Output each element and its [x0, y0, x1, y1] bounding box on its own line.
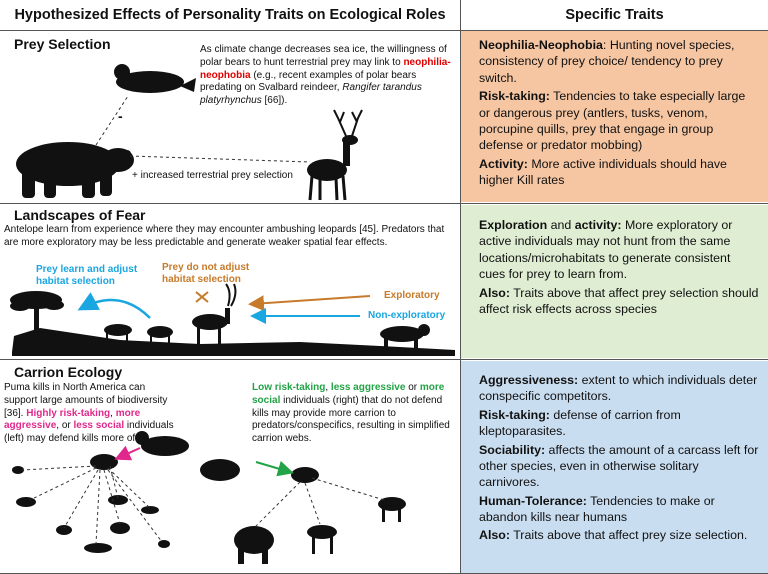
- terrestrial-prey-label: + increased terrestrial prey selection: [132, 170, 293, 181]
- trait-also: Also:: [479, 285, 510, 300]
- bear-seal-link: [95, 95, 129, 146]
- trait-aggressiveness: Aggressiveness:: [479, 373, 579, 387]
- trait-aggressiveness-desc: extent to which individuals deter conspe…: [479, 373, 758, 404]
- exploratory-arrow: [248, 295, 371, 312]
- right-column-title: Specific Traits: [565, 7, 664, 23]
- carrion-right-text: Low risk-taking, less aggressive or more…: [252, 382, 458, 446]
- trait-activity-desc: More active individuals should have high…: [479, 156, 727, 187]
- bear-reindeer-link: [129, 155, 311, 163]
- prey-traits-panel: [461, 30, 768, 202]
- trait-exploration-desc: More exploratory or active individuals m…: [479, 218, 733, 282]
- carrion-trait-5: Also: Traits above that affect prey size…: [479, 527, 759, 543]
- trait-activity: Activity:: [479, 156, 528, 171]
- fear-trait-1: Exploration and activity: More explorato…: [479, 217, 759, 283]
- trait-human-tolerance-desc: Tendencies to make or abandon kills near…: [479, 493, 715, 524]
- polar-bear-silhouette: [16, 142, 134, 198]
- left-column-title: Hypothesized Effects of Personality Trai…: [14, 7, 446, 23]
- carrion-trait-4: Human-Tolerance: Tendencies to make or a…: [479, 493, 759, 526]
- trait-carrion-risk-desc: defense of carrion from kleptoparasites.: [479, 407, 681, 439]
- prey-trait-2: Risk-taking: Tendencies to take especial…: [479, 88, 759, 154]
- prey-traits: Neophilia-Neophobia: Hunting novel speci…: [461, 31, 767, 190]
- carrion-left-text: Puma kills in North America can support …: [4, 382, 176, 446]
- trait-human-tolerance: Human-Tolerance:: [479, 493, 587, 508]
- trait-neophilia-sep: :: [602, 38, 607, 52]
- green-arrow: [255, 460, 294, 477]
- header-divider: [0, 30, 768, 31]
- fear-trait-2: Also: Traits above that affect prey sele…: [479, 285, 759, 318]
- carrion-pink-2: more aggressive: [4, 407, 141, 432]
- carrion-text-2: individuals (left) may defend kills more…: [4, 420, 174, 445]
- trait-risk-taking-desc: Tendencies to take especially large or d…: [479, 89, 746, 153]
- carrion-traits: Aggressiveness: extent to which individu…: [461, 366, 767, 546]
- carrion-pink-1: Highly risk-taking: [26, 407, 111, 419]
- trait-sociability: Sociability:: [479, 442, 546, 457]
- savanna-silhouette: [10, 283, 455, 356]
- trait-also-desc: Traits above that affect prey selection …: [479, 285, 759, 316]
- prey-trait-1: Neophilia-Neophobia: Hunting novel speci…: [479, 37, 759, 86]
- carrion-comma-2: ,: [325, 382, 329, 393]
- prey-text-3: [66]).: [264, 95, 288, 107]
- learn-arrow: [77, 292, 151, 319]
- prey-species: Rangifer tarandus platyrhynchus: [200, 82, 422, 107]
- carrion-silhouettes: [12, 431, 406, 564]
- prey-term: neophilia-neophobia: [200, 56, 451, 81]
- prey-text-2: (e.g., recent examples of polar bears pr…: [200, 69, 417, 94]
- illustration-layer: [10, 64, 455, 564]
- seal-minus: -: [118, 108, 123, 124]
- carrion-web-links: [21, 465, 385, 545]
- carrion-title: Carrion Ecology: [14, 364, 123, 380]
- reindeer-silhouette: [307, 109, 363, 201]
- learn-label: Prey learn and adjust habitat selection: [36, 264, 138, 287]
- carrion-green-1: Low risk-taking: [252, 382, 326, 393]
- trait-carrion-also-desc: Traits above that affect prey size selec…: [509, 528, 748, 543]
- carrion-comma-1: ,: [110, 407, 113, 419]
- prey-description: As climate change decreases sea ice, the…: [200, 44, 458, 108]
- trait-carrion-risk: Risk-taking:: [479, 407, 550, 422]
- not-adjust-label: Prey do not adjust habitat selection: [162, 262, 250, 285]
- trait-neophilia: Neophilia-Neophobia: [479, 38, 603, 52]
- carrion-text-1: Puma kills in North America can support …: [4, 382, 168, 419]
- carrion-trait-1: Aggressiveness: extent to which individu…: [479, 372, 759, 405]
- fear-traits: Exploration and activity: More explorato…: [461, 211, 767, 319]
- trait-exploration: Exploration: [479, 218, 548, 232]
- prey-trait-3: Activity: More active individuals should…: [479, 156, 759, 189]
- carrion-green-3: more social: [252, 382, 445, 406]
- carrion-or-2: or: [408, 382, 418, 393]
- column-divider: [460, 0, 461, 574]
- carrion-text-3: individuals (right) that do not defend k…: [252, 394, 450, 445]
- pink-arrow: [114, 445, 141, 461]
- exploratory-label: Exploratory: [384, 290, 440, 301]
- carrion-or-1: , or: [56, 420, 71, 432]
- trait-exploration-and: and: [547, 218, 575, 232]
- prey-selection-title: Prey Selection: [14, 36, 111, 52]
- trait-sociability-desc: affects the amount of a carcass left for…: [479, 442, 759, 490]
- trait-fear-activity: activity:: [574, 218, 622, 232]
- row-divider-2: [0, 359, 768, 360]
- trait-carrion-also: Also:: [479, 528, 510, 543]
- carrion-trait-3: Sociability: affects the amount of a car…: [479, 442, 759, 491]
- fear-traits-panel: [461, 205, 768, 358]
- row-divider-1: [0, 203, 768, 204]
- fear-title: Landscapes of Fear: [14, 207, 146, 223]
- trait-risk-taking: Risk-taking:: [479, 89, 550, 104]
- seal-silhouette: [114, 64, 196, 93]
- prey-text-1: As climate change decreases sea ice, the…: [200, 44, 447, 68]
- carrion-trait-2: Risk-taking: defense of carrion from kle…: [479, 407, 759, 440]
- carrion-pink-3: less social: [73, 420, 125, 432]
- carrion-green-2: less aggressive: [330, 382, 406, 393]
- carrion-traits-panel: [461, 361, 768, 574]
- fear-description: Antelope learn from experience where the…: [4, 224, 445, 248]
- trait-neophilia-desc: Hunting novel species, consistency of pr…: [479, 38, 735, 85]
- not-adjust-mark: [195, 291, 209, 303]
- non-exploratory-label: Non-exploratory: [368, 310, 446, 321]
